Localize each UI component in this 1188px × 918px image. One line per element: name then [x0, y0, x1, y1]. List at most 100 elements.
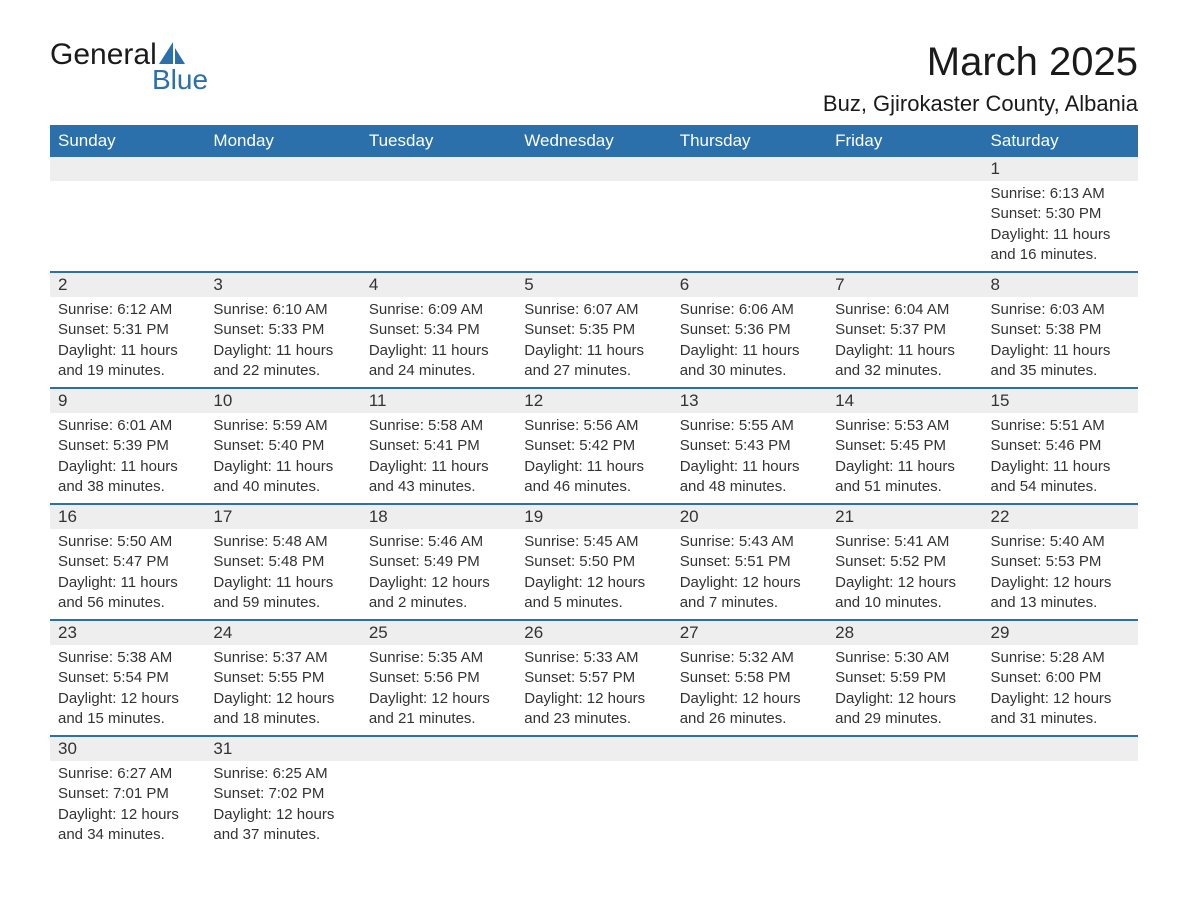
sunset-line: Sunset: 5:48 PM [213, 552, 352, 572]
calendar-cell: 25Sunrise: 5:35 AMSunset: 5:56 PMDayligh… [361, 621, 516, 735]
sunset-line: Sunset: 5:57 PM [524, 668, 663, 688]
sunrise-line: Sunrise: 6:25 AM [213, 764, 352, 784]
calendar-cell: 2Sunrise: 6:12 AMSunset: 5:31 PMDaylight… [50, 273, 205, 387]
sunrise-line: Sunrise: 5:58 AM [369, 416, 508, 436]
date-number [50, 157, 205, 181]
date-number: 20 [672, 505, 827, 529]
sunset-line: Sunset: 5:37 PM [835, 320, 974, 340]
calendar-cell-empty [50, 157, 205, 271]
date-number [827, 157, 982, 181]
date-number: 21 [827, 505, 982, 529]
date-number: 7 [827, 273, 982, 297]
date-number: 6 [672, 273, 827, 297]
sunset-line: Sunset: 5:39 PM [58, 436, 197, 456]
sunset-line: Sunset: 5:41 PM [369, 436, 508, 456]
calendar-cell: 18Sunrise: 5:46 AMSunset: 5:49 PMDayligh… [361, 505, 516, 619]
day-details: Sunrise: 6:06 AMSunset: 5:36 PMDaylight:… [672, 297, 827, 387]
daylight-line: Daylight: 12 hours and 26 minutes. [680, 689, 819, 730]
sunset-line: Sunset: 5:45 PM [835, 436, 974, 456]
calendar: Sunday Monday Tuesday Wednesday Thursday… [50, 125, 1138, 851]
sunrise-line: Sunrise: 5:46 AM [369, 532, 508, 552]
daylight-line: Daylight: 12 hours and 21 minutes. [369, 689, 508, 730]
date-number: 17 [205, 505, 360, 529]
date-number: 22 [983, 505, 1138, 529]
daylight-line: Daylight: 11 hours and 54 minutes. [991, 457, 1130, 498]
sunrise-line: Sunrise: 5:32 AM [680, 648, 819, 668]
date-number: 19 [516, 505, 671, 529]
day-details: Sunrise: 6:03 AMSunset: 5:38 PMDaylight:… [983, 297, 1138, 387]
calendar-cell: 20Sunrise: 5:43 AMSunset: 5:51 PMDayligh… [672, 505, 827, 619]
date-number: 8 [983, 273, 1138, 297]
date-number: 4 [361, 273, 516, 297]
week-row: 2Sunrise: 6:12 AMSunset: 5:31 PMDaylight… [50, 271, 1138, 387]
day-details: Sunrise: 5:38 AMSunset: 5:54 PMDaylight:… [50, 645, 205, 735]
sunset-line: Sunset: 5:55 PM [213, 668, 352, 688]
calendar-cell-empty [516, 737, 671, 851]
calendar-cell: 5Sunrise: 6:07 AMSunset: 5:35 PMDaylight… [516, 273, 671, 387]
day-details: Sunrise: 5:40 AMSunset: 5:53 PMDaylight:… [983, 529, 1138, 619]
day-details: Sunrise: 5:58 AMSunset: 5:41 PMDaylight:… [361, 413, 516, 503]
calendar-cell: 28Sunrise: 5:30 AMSunset: 5:59 PMDayligh… [827, 621, 982, 735]
sunset-line: Sunset: 5:56 PM [369, 668, 508, 688]
daylight-line: Daylight: 11 hours and 35 minutes. [991, 341, 1130, 382]
day-header-row: Sunday Monday Tuesday Wednesday Thursday… [50, 125, 1138, 157]
calendar-cell: 26Sunrise: 5:33 AMSunset: 5:57 PMDayligh… [516, 621, 671, 735]
date-number: 9 [50, 389, 205, 413]
calendar-cell-empty [983, 737, 1138, 851]
daylight-line: Daylight: 11 hours and 19 minutes. [58, 341, 197, 382]
calendar-cell: 10Sunrise: 5:59 AMSunset: 5:40 PMDayligh… [205, 389, 360, 503]
sunset-line: Sunset: 5:47 PM [58, 552, 197, 572]
calendar-cell-empty [205, 157, 360, 271]
day-details: Sunrise: 6:04 AMSunset: 5:37 PMDaylight:… [827, 297, 982, 387]
header: General Blue March 2025 Buz, Gjirokaster… [50, 40, 1138, 117]
day-header: Friday [827, 125, 982, 157]
calendar-cell: 21Sunrise: 5:41 AMSunset: 5:52 PMDayligh… [827, 505, 982, 619]
weeks-container: 1Sunrise: 6:13 AMSunset: 5:30 PMDaylight… [50, 157, 1138, 851]
calendar-cell: 31Sunrise: 6:25 AMSunset: 7:02 PMDayligh… [205, 737, 360, 851]
day-details: Sunrise: 5:37 AMSunset: 5:55 PMDaylight:… [205, 645, 360, 735]
day-details: Sunrise: 6:13 AMSunset: 5:30 PMDaylight:… [983, 181, 1138, 271]
sunrise-line: Sunrise: 5:50 AM [58, 532, 197, 552]
date-number: 25 [361, 621, 516, 645]
day-header: Monday [205, 125, 360, 157]
sunrise-line: Sunrise: 5:40 AM [991, 532, 1130, 552]
date-number: 14 [827, 389, 982, 413]
day-details: Sunrise: 6:10 AMSunset: 5:33 PMDaylight:… [205, 297, 360, 387]
daylight-line: Daylight: 11 hours and 56 minutes. [58, 573, 197, 614]
day-details: Sunrise: 5:48 AMSunset: 5:48 PMDaylight:… [205, 529, 360, 619]
calendar-cell: 3Sunrise: 6:10 AMSunset: 5:33 PMDaylight… [205, 273, 360, 387]
date-number: 30 [50, 737, 205, 761]
sunrise-line: Sunrise: 6:03 AM [991, 300, 1130, 320]
sunset-line: Sunset: 5:36 PM [680, 320, 819, 340]
sunrise-line: Sunrise: 5:56 AM [524, 416, 663, 436]
day-details: Sunrise: 5:55 AMSunset: 5:43 PMDaylight:… [672, 413, 827, 503]
calendar-cell: 22Sunrise: 5:40 AMSunset: 5:53 PMDayligh… [983, 505, 1138, 619]
calendar-cell: 13Sunrise: 5:55 AMSunset: 5:43 PMDayligh… [672, 389, 827, 503]
day-details: Sunrise: 5:56 AMSunset: 5:42 PMDaylight:… [516, 413, 671, 503]
day-details: Sunrise: 5:32 AMSunset: 5:58 PMDaylight:… [672, 645, 827, 735]
sunrise-line: Sunrise: 6:01 AM [58, 416, 197, 436]
day-details: Sunrise: 5:45 AMSunset: 5:50 PMDaylight:… [516, 529, 671, 619]
date-number: 27 [672, 621, 827, 645]
daylight-line: Daylight: 12 hours and 29 minutes. [835, 689, 974, 730]
sunrise-line: Sunrise: 5:30 AM [835, 648, 974, 668]
sunrise-line: Sunrise: 6:04 AM [835, 300, 974, 320]
daylight-line: Daylight: 11 hours and 48 minutes. [680, 457, 819, 498]
daylight-line: Daylight: 12 hours and 15 minutes. [58, 689, 197, 730]
sunset-line: Sunset: 5:51 PM [680, 552, 819, 572]
date-number: 29 [983, 621, 1138, 645]
date-number: 3 [205, 273, 360, 297]
week-row: 23Sunrise: 5:38 AMSunset: 5:54 PMDayligh… [50, 619, 1138, 735]
week-row: 1Sunrise: 6:13 AMSunset: 5:30 PMDaylight… [50, 157, 1138, 271]
daylight-line: Daylight: 11 hours and 16 minutes. [991, 225, 1130, 266]
date-number: 26 [516, 621, 671, 645]
sunset-line: Sunset: 5:40 PM [213, 436, 352, 456]
daylight-line: Daylight: 12 hours and 2 minutes. [369, 573, 508, 614]
day-details: Sunrise: 5:30 AMSunset: 5:59 PMDaylight:… [827, 645, 982, 735]
date-number: 15 [983, 389, 1138, 413]
daylight-line: Daylight: 11 hours and 51 minutes. [835, 457, 974, 498]
daylight-line: Daylight: 11 hours and 24 minutes. [369, 341, 508, 382]
date-number [205, 157, 360, 181]
date-number: 23 [50, 621, 205, 645]
sunrise-line: Sunrise: 5:53 AM [835, 416, 974, 436]
